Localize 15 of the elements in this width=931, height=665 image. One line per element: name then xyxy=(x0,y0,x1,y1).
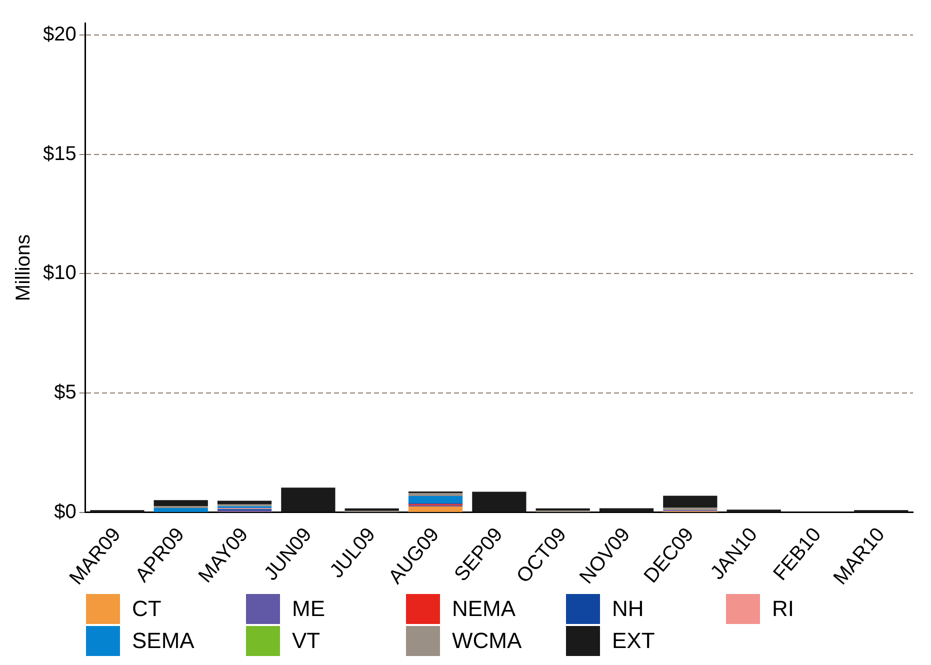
legend-label: RI xyxy=(772,596,794,622)
legend-label: NH xyxy=(612,596,644,622)
y-tick-label: $15 xyxy=(42,142,76,165)
y-tick-label: $0 xyxy=(54,501,76,523)
legend-label: CT xyxy=(132,596,162,622)
legend-label: SEMA xyxy=(132,628,194,654)
legend-label: VT xyxy=(292,628,320,654)
y-tick-label: $5 xyxy=(54,382,76,404)
y-tick-label: $10 xyxy=(42,262,76,284)
legend-label: NEMA xyxy=(452,596,516,622)
y-tick-label: $20 xyxy=(42,23,76,46)
y-axis-title: Millions xyxy=(12,234,35,302)
legend-label: ME xyxy=(292,596,325,622)
legend-label: WCMA xyxy=(452,628,522,654)
legend-label: EXT xyxy=(612,628,655,654)
